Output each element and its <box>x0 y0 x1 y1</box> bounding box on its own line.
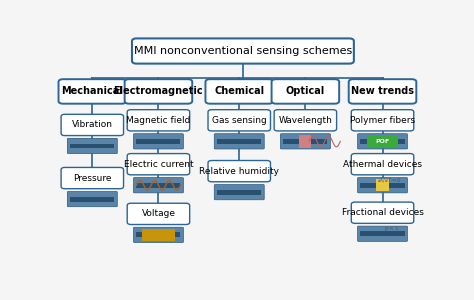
FancyBboxPatch shape <box>67 191 117 207</box>
Text: Chemical: Chemical <box>214 86 264 96</box>
Text: New trends: New trends <box>351 86 414 96</box>
FancyBboxPatch shape <box>274 110 337 131</box>
Text: Relative humidity: Relative humidity <box>199 167 279 176</box>
FancyBboxPatch shape <box>281 134 330 149</box>
FancyBboxPatch shape <box>134 227 183 242</box>
Text: Gas sensing: Gas sensing <box>212 116 267 125</box>
FancyBboxPatch shape <box>137 183 181 188</box>
FancyBboxPatch shape <box>134 178 183 193</box>
FancyBboxPatch shape <box>132 38 354 64</box>
FancyBboxPatch shape <box>217 139 261 144</box>
FancyBboxPatch shape <box>142 229 175 241</box>
Text: Voltage: Voltage <box>141 209 175 218</box>
FancyBboxPatch shape <box>70 143 114 148</box>
FancyBboxPatch shape <box>357 178 408 193</box>
FancyBboxPatch shape <box>214 184 264 200</box>
FancyBboxPatch shape <box>137 139 181 144</box>
Text: Wavelength: Wavelength <box>278 116 332 125</box>
FancyBboxPatch shape <box>70 197 114 202</box>
Text: Pressure: Pressure <box>73 174 111 183</box>
FancyBboxPatch shape <box>214 134 264 149</box>
FancyBboxPatch shape <box>208 110 271 131</box>
FancyBboxPatch shape <box>208 160 271 182</box>
FancyBboxPatch shape <box>283 139 328 144</box>
Text: Vibration: Vibration <box>72 120 113 129</box>
FancyBboxPatch shape <box>61 167 124 189</box>
FancyBboxPatch shape <box>134 134 183 149</box>
Text: Electromagnetic: Electromagnetic <box>114 86 203 96</box>
Text: Fractional devices: Fractional devices <box>342 208 423 217</box>
FancyBboxPatch shape <box>67 138 117 154</box>
FancyBboxPatch shape <box>127 154 190 175</box>
FancyBboxPatch shape <box>217 190 261 195</box>
Text: MMI nonconventional sensing schemes: MMI nonconventional sensing schemes <box>134 46 352 56</box>
FancyBboxPatch shape <box>367 135 398 148</box>
FancyBboxPatch shape <box>351 110 414 131</box>
FancyBboxPatch shape <box>61 114 124 136</box>
Text: Polymer fibers: Polymer fibers <box>350 116 415 125</box>
FancyBboxPatch shape <box>357 134 408 149</box>
Text: $p < 1$: $p < 1$ <box>384 224 400 233</box>
FancyBboxPatch shape <box>360 139 405 144</box>
FancyBboxPatch shape <box>137 232 181 237</box>
FancyBboxPatch shape <box>272 79 339 104</box>
Text: Mechanical: Mechanical <box>62 86 123 96</box>
FancyBboxPatch shape <box>351 202 414 223</box>
FancyBboxPatch shape <box>360 231 405 236</box>
FancyBboxPatch shape <box>376 179 389 191</box>
FancyBboxPatch shape <box>127 203 190 224</box>
Text: Athermal devices: Athermal devices <box>343 160 422 169</box>
FancyBboxPatch shape <box>349 79 416 104</box>
FancyBboxPatch shape <box>125 79 192 104</box>
Text: Optical: Optical <box>286 86 325 96</box>
FancyBboxPatch shape <box>357 226 408 242</box>
FancyBboxPatch shape <box>300 135 311 148</box>
FancyBboxPatch shape <box>351 154 414 175</box>
FancyBboxPatch shape <box>205 79 273 104</box>
FancyBboxPatch shape <box>127 110 190 131</box>
FancyBboxPatch shape <box>360 183 405 188</box>
FancyBboxPatch shape <box>58 79 126 104</box>
Text: Magnetic field: Magnetic field <box>126 116 191 125</box>
Text: Electric current: Electric current <box>124 160 193 169</box>
Text: $\partial\lambda/\partial T = 0$: $\partial\lambda/\partial T = 0$ <box>377 176 402 184</box>
Text: POF: POF <box>375 139 390 144</box>
